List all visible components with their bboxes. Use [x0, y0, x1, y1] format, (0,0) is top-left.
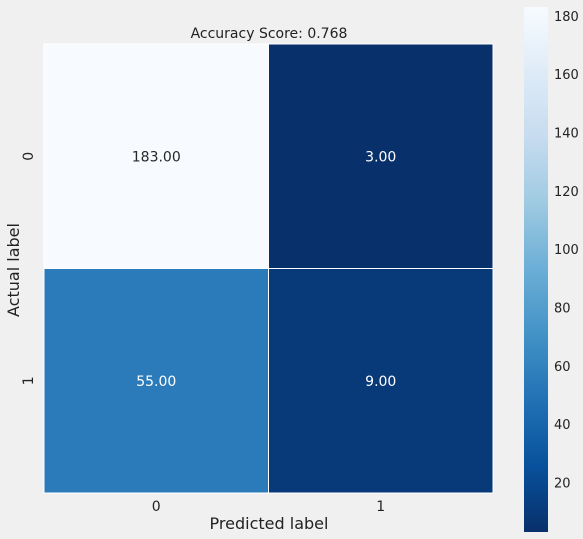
heatmap-cell: [43, 43, 269, 269]
colorbar-tick-label: 60: [554, 360, 571, 375]
colorbar-tick-label: 180: [554, 10, 579, 25]
heatmap-cell: [43, 268, 269, 494]
x-tick-label: 0: [152, 499, 161, 515]
y-axis-ticks: 01: [21, 152, 37, 385]
heatmap-cells: 183.00 3.00 55.00 9.00: [43, 43, 494, 494]
colorbar: [524, 7, 548, 532]
y-tick-label: 0: [21, 152, 37, 161]
colorbar-tick-label: 100: [554, 243, 579, 258]
colorbar-ticks: 20 40 60 80 100 120 140 160 180: [554, 10, 579, 492]
cell-value-label: 183.00: [132, 149, 181, 165]
colorbar-tick-label: 80: [554, 301, 571, 316]
colorbar-tick-label: 120: [554, 185, 579, 200]
y-axis-label: Actual label: [4, 223, 23, 317]
chart-title: Accuracy Score: 0.768: [191, 26, 348, 42]
cell-value-label: 3.00: [365, 149, 396, 165]
heatmap-cell: [268, 268, 494, 494]
x-axis-label: Predicted label: [210, 514, 329, 533]
y-tick-label: 1: [21, 376, 37, 385]
x-tick-label: 1: [376, 499, 385, 515]
colorbar-tick-label: 140: [554, 126, 579, 141]
colorbar-tick-label: 20: [554, 476, 571, 491]
heatmap-cell: [268, 43, 494, 269]
colorbar-tick-label: 40: [554, 418, 571, 433]
cell-value-label: 9.00: [365, 374, 396, 390]
cell-value-label: 55.00: [136, 374, 176, 390]
colorbar-tick-label: 160: [554, 68, 579, 83]
